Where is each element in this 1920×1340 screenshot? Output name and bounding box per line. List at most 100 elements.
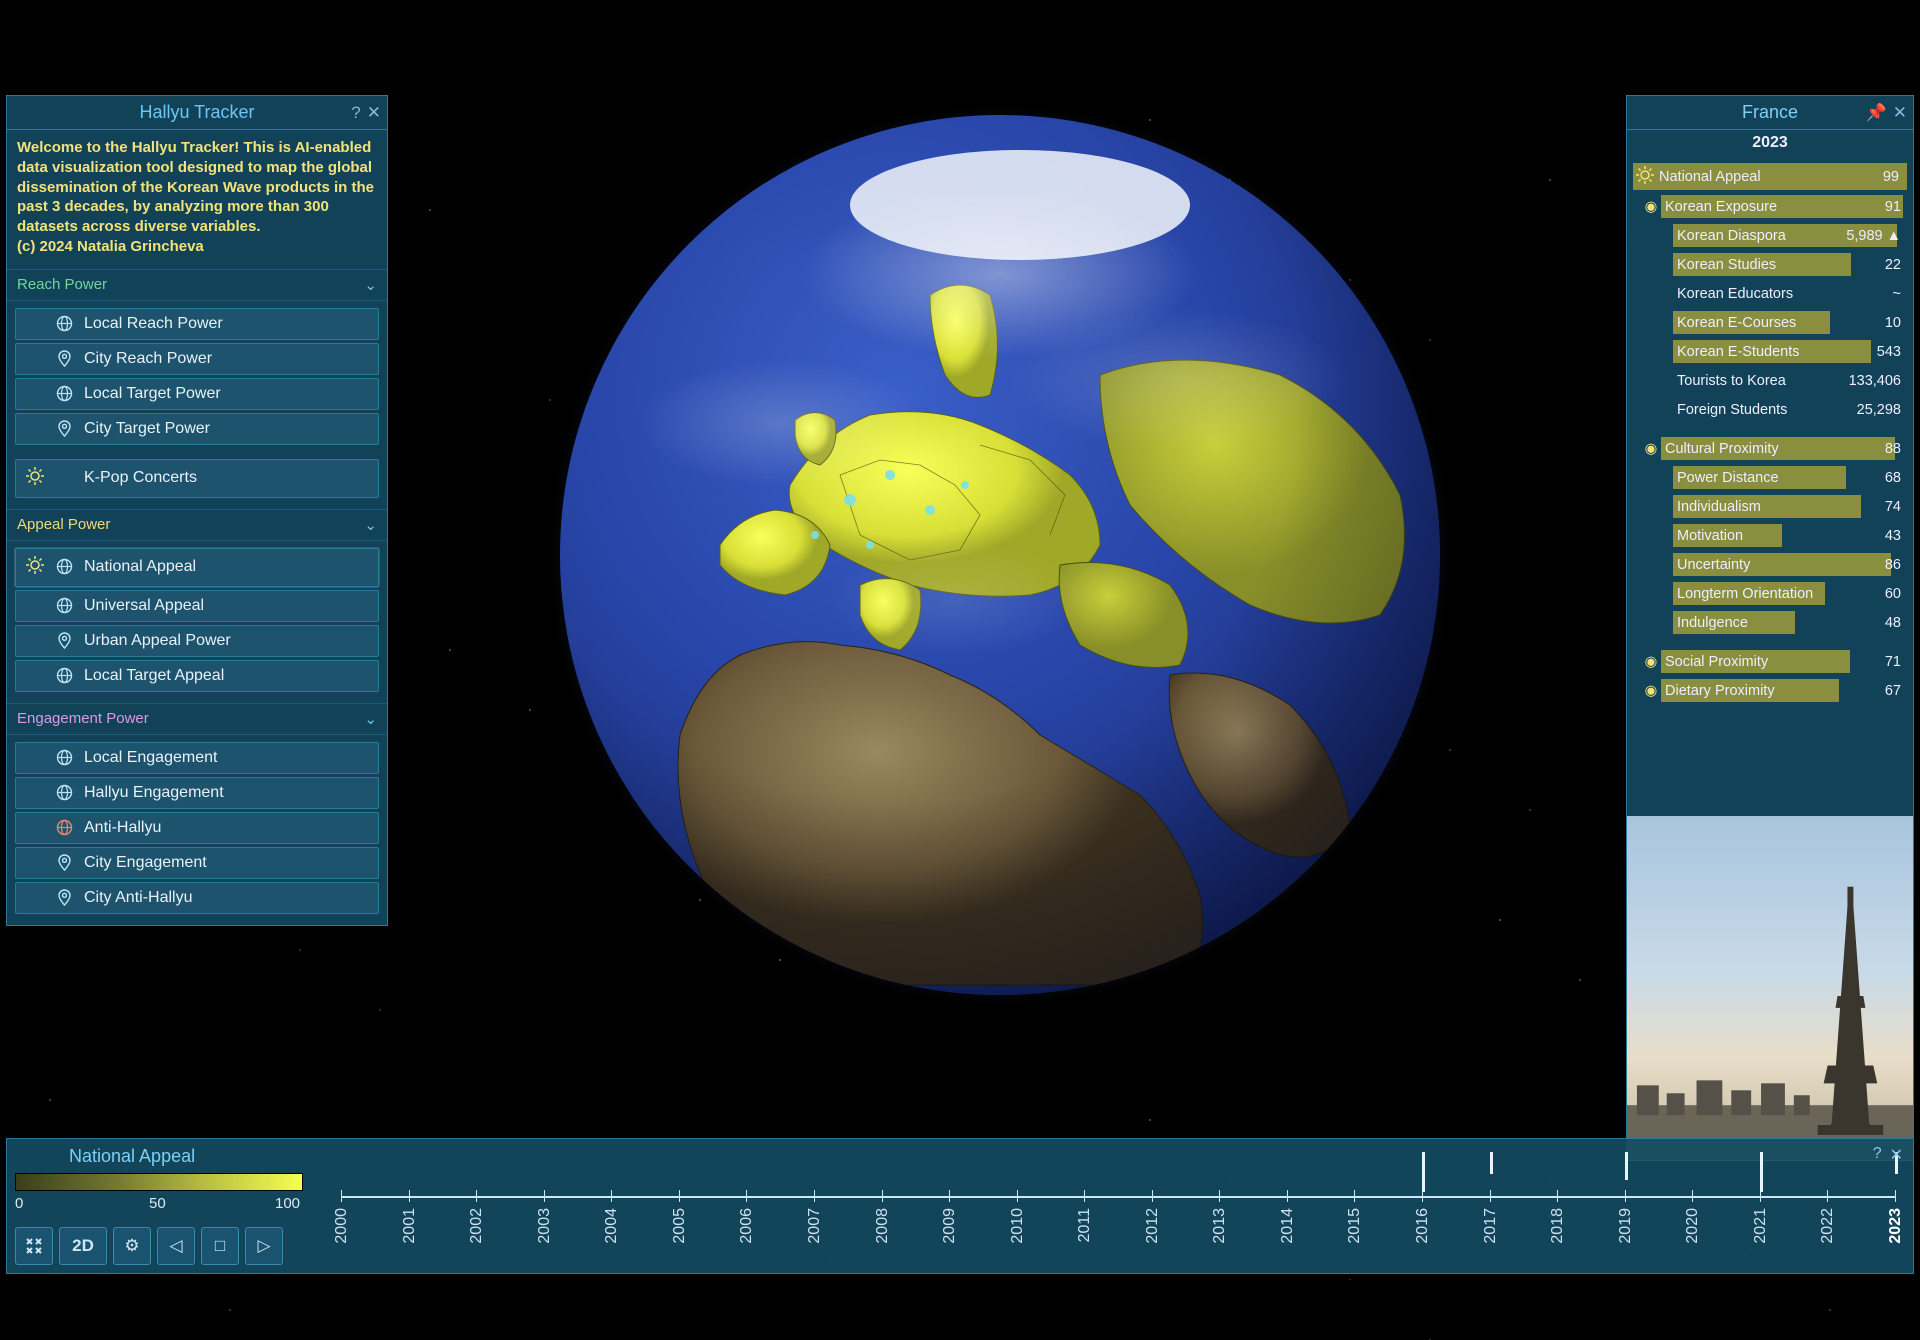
metric-label: Power Distance xyxy=(1673,470,1847,486)
metric-label: Social Proximity xyxy=(1661,654,1847,670)
section-header-appeal[interactable]: Appeal Power⌄ xyxy=(7,509,387,541)
metric-row[interactable]: Individualism74 xyxy=(1653,493,1907,520)
help-icon[interactable]: ? xyxy=(351,103,360,123)
timeline-year[interactable]: 2012 xyxy=(1144,1208,1162,1244)
metric-row[interactable]: Uncertainty86 xyxy=(1653,551,1907,578)
timeline-year[interactable]: 2016 xyxy=(1414,1208,1432,1244)
metric-label: Indulgence xyxy=(1673,615,1847,631)
play-button[interactable]: ▷ xyxy=(245,1227,283,1265)
prev-button[interactable]: ◁ xyxy=(157,1227,195,1265)
layer-label: City Target Power xyxy=(84,420,210,438)
left-panel: Hallyu Tracker ? ✕ Welcome to the Hallyu… xyxy=(6,95,388,926)
metric-row[interactable]: Foreign Students25,298 xyxy=(1653,396,1907,423)
metric-row[interactable]: Tourists to Korea133,406 xyxy=(1653,367,1907,394)
metric-row[interactable]: National Appeal99 xyxy=(1633,163,1907,190)
stop-button[interactable]: □ xyxy=(201,1227,239,1265)
metric-icon xyxy=(1635,165,1655,189)
close-icon[interactable]: ✕ xyxy=(367,103,381,123)
metric-value: 25,298 xyxy=(1847,402,1907,418)
metric-row[interactable]: Korean Studies22 xyxy=(1653,251,1907,278)
metric-row[interactable]: Korean Diaspora5,989 ▲ xyxy=(1653,222,1907,249)
metric-row[interactable]: ◉Social Proximity71 xyxy=(1641,648,1907,675)
metric-row[interactable]: ◉Korean Exposure91 xyxy=(1641,193,1907,220)
timeline-year[interactable]: 2022 xyxy=(1819,1208,1837,1244)
metric-row[interactable]: ◉Dietary Proximity67 xyxy=(1641,677,1907,704)
metric-row[interactable]: Longterm Orientation60 xyxy=(1653,580,1907,607)
close-icon[interactable]: ✕ xyxy=(1893,103,1907,123)
metric-row[interactable]: Korean E-Courses10 xyxy=(1653,309,1907,336)
timeline-marker xyxy=(1422,1152,1425,1192)
layer-item[interactable]: Urban Appeal Power xyxy=(15,625,379,657)
timeline-year[interactable]: 2007 xyxy=(806,1208,824,1244)
metric-row[interactable]: ◉Cultural Proximity88 xyxy=(1641,435,1907,462)
layer-label: Local Target Power xyxy=(84,385,221,403)
pin-icon xyxy=(56,889,74,907)
country-title-bar: France 📌 ✕ xyxy=(1627,96,1913,130)
layer-item[interactable]: City Engagement xyxy=(15,847,379,879)
app-title: Hallyu Tracker xyxy=(139,102,254,123)
country-year: 2023 xyxy=(1627,130,1913,160)
layer-label: Anti-Hallyu xyxy=(84,819,161,837)
globe-icon xyxy=(56,667,74,685)
metric-row[interactable]: Motivation43 xyxy=(1653,522,1907,549)
layer-item[interactable]: National Appeal xyxy=(15,548,379,587)
metric-label: National Appeal xyxy=(1655,169,1845,185)
timeline-year[interactable]: 2001 xyxy=(401,1208,419,1244)
timeline-year[interactable]: 2023 xyxy=(1887,1208,1905,1244)
timeline-year[interactable]: 2014 xyxy=(1279,1208,1297,1244)
layer-item[interactable]: Local Engagement xyxy=(15,742,379,774)
metric-row[interactable]: Korean Educators~ xyxy=(1653,280,1907,307)
timeline-year[interactable]: 2013 xyxy=(1211,1208,1229,1244)
timeline[interactable]: 2000200120022003200420052006200720082009… xyxy=(341,1182,1895,1244)
timeline-year[interactable]: 2004 xyxy=(603,1208,621,1244)
metric-row[interactable]: Power Distance68 xyxy=(1653,464,1907,491)
metric-value: ~ xyxy=(1847,286,1907,302)
timeline-year[interactable]: 2006 xyxy=(738,1208,756,1244)
timeline-year[interactable]: 2017 xyxy=(1482,1208,1500,1244)
timeline-year[interactable]: 2003 xyxy=(536,1208,554,1244)
metric-label: Tourists to Korea xyxy=(1673,373,1847,389)
close-icon[interactable]: ✕ xyxy=(1890,1145,1903,1165)
layer-item[interactable]: City Target Power xyxy=(15,413,379,445)
timeline-year[interactable]: 2002 xyxy=(468,1208,486,1244)
timeline-year[interactable]: 2015 xyxy=(1346,1208,1364,1244)
globe-viewport[interactable] xyxy=(560,115,1440,995)
help-icon[interactable]: ? xyxy=(1873,1145,1882,1165)
section-header-eng[interactable]: Engagement Power⌄ xyxy=(7,703,387,735)
layer-label: City Anti-Hallyu xyxy=(84,889,192,907)
timeline-year[interactable]: 2010 xyxy=(1009,1208,1027,1244)
pin-icon xyxy=(56,632,74,650)
timeline-year[interactable]: 2021 xyxy=(1752,1208,1770,1244)
timeline-year[interactable]: 2008 xyxy=(874,1208,892,1244)
view-mode-button[interactable]: 2D xyxy=(59,1227,107,1265)
pin-icon[interactable]: 📌 xyxy=(1866,103,1887,123)
red-icon xyxy=(56,819,74,837)
timeline-year[interactable]: 2005 xyxy=(671,1208,689,1244)
timeline-year[interactable]: 2009 xyxy=(941,1208,959,1244)
layer-label: National Appeal xyxy=(84,558,196,576)
globe-3d[interactable] xyxy=(560,115,1440,995)
layer-item[interactable]: Hallyu Engagement xyxy=(15,777,379,809)
section-header-reach[interactable]: Reach Power⌄ xyxy=(7,269,387,301)
layer-item[interactable]: City Reach Power xyxy=(15,343,379,375)
layer-item[interactable]: K-Pop Concerts xyxy=(15,459,379,498)
layer-item[interactable]: Local Target Appeal xyxy=(15,660,379,692)
timeline-year[interactable]: 2018 xyxy=(1549,1208,1567,1244)
settings-button[interactable]: ⚙ xyxy=(113,1227,151,1265)
metric-row[interactable]: Indulgence48 xyxy=(1653,609,1907,636)
metric-label: Korean Studies xyxy=(1673,257,1847,273)
layer-item[interactable]: Universal Appeal xyxy=(15,590,379,622)
timeline-year[interactable]: 2019 xyxy=(1617,1208,1635,1244)
timeline-year[interactable]: 2000 xyxy=(333,1208,351,1244)
fullscreen-button[interactable] xyxy=(15,1227,53,1265)
layer-item[interactable]: Local Target Power xyxy=(15,378,379,410)
layer-item[interactable]: City Anti-Hallyu xyxy=(15,882,379,914)
timeline-year[interactable]: 2020 xyxy=(1684,1208,1702,1244)
metric-row[interactable]: Korean E-Students543 xyxy=(1653,338,1907,365)
globe-icon xyxy=(56,597,74,615)
layer-item[interactable]: Local Reach Power xyxy=(15,308,379,340)
layer-item[interactable]: Anti-Hallyu xyxy=(15,812,379,844)
timeline-year[interactable]: 2011 xyxy=(1076,1208,1094,1242)
metric-value: 86 xyxy=(1847,557,1907,573)
intro-text: Welcome to the Hallyu Tracker! This is A… xyxy=(7,130,387,269)
